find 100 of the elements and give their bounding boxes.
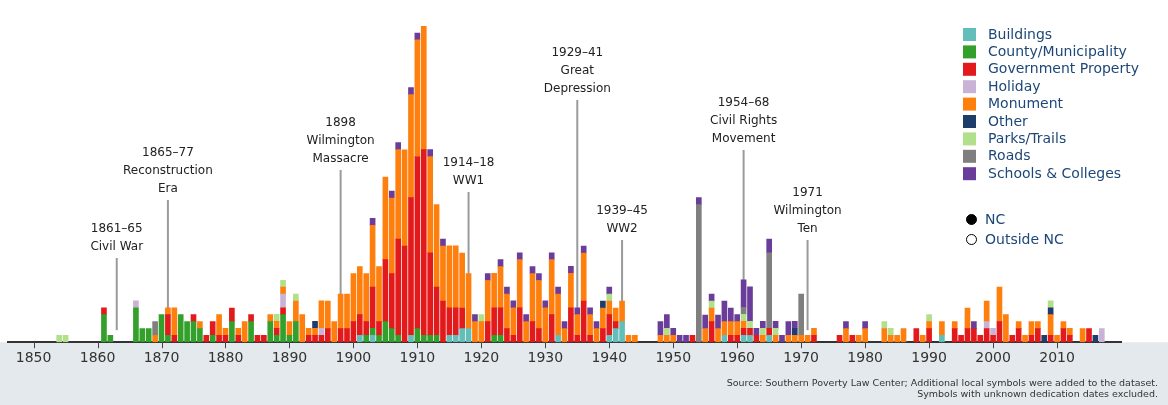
bar xyxy=(197,321,203,329)
bar xyxy=(926,328,932,343)
bar xyxy=(440,238,446,247)
bar xyxy=(791,327,798,336)
x-tick-label: 1950 xyxy=(655,349,692,366)
bar xyxy=(1022,334,1028,343)
ref-line-label: 1971 Wilmington Ten xyxy=(773,185,842,235)
legend-label: Parks/Trails xyxy=(988,130,1067,147)
bar xyxy=(913,328,920,343)
bar xyxy=(568,272,574,309)
bar xyxy=(229,307,235,322)
bar xyxy=(779,334,785,343)
bar xyxy=(504,286,510,295)
legend-label: Schools & Colleges xyxy=(988,164,1122,181)
bar xyxy=(209,334,216,343)
bar xyxy=(887,327,894,336)
bar xyxy=(881,321,888,329)
x-tick-label: 1980 xyxy=(847,349,883,366)
annotation: NC xyxy=(985,211,1006,227)
bar xyxy=(766,334,773,343)
bar xyxy=(702,314,709,329)
bar xyxy=(280,293,286,309)
ref-line-label: 1914–18 WW1 xyxy=(442,155,495,187)
bar xyxy=(983,300,990,322)
x-tick-label: 1960 xyxy=(719,349,756,366)
bar xyxy=(670,327,677,336)
annotation: Outside NC xyxy=(985,231,1064,247)
ref-line-label: 1929–41 Great Depression xyxy=(543,45,611,95)
bar xyxy=(484,273,491,281)
x-tick-label: 2000 xyxy=(975,349,1011,366)
bar xyxy=(580,245,587,254)
legend-label: Holiday xyxy=(988,77,1041,94)
bar xyxy=(555,334,561,343)
bar xyxy=(587,307,593,316)
bar xyxy=(356,334,363,343)
bar xyxy=(766,252,773,329)
legend-label: Monument xyxy=(988,95,1064,112)
x-tick-label: 1930 xyxy=(527,349,564,366)
bar xyxy=(580,252,587,302)
bar xyxy=(1086,328,1092,343)
bar xyxy=(1054,334,1060,343)
bar xyxy=(568,265,574,274)
ref-line-label: 1865–77 Reconstruction Era xyxy=(123,145,213,195)
bar xyxy=(983,321,990,329)
bar xyxy=(843,321,849,329)
bar xyxy=(811,334,817,343)
bar xyxy=(1041,334,1048,343)
bar xyxy=(747,321,753,329)
bar xyxy=(926,314,932,322)
ref-line-label: 1939–45 WW2 xyxy=(596,203,648,235)
bar xyxy=(696,204,702,343)
bar xyxy=(363,334,370,343)
bar xyxy=(606,286,613,295)
bar xyxy=(408,334,414,343)
bar xyxy=(600,300,606,309)
x-tick-label: 1940 xyxy=(591,349,628,366)
bar xyxy=(926,321,932,329)
bar xyxy=(696,197,702,205)
bar xyxy=(798,293,804,336)
bar xyxy=(523,314,529,322)
bar xyxy=(472,314,478,322)
bar xyxy=(811,327,817,336)
bar xyxy=(971,321,977,329)
x-tick-label: 1970 xyxy=(783,349,819,366)
bar xyxy=(165,314,171,336)
bar xyxy=(133,300,139,309)
ref-line-label: 1954–68 Civil Rights Movement xyxy=(710,95,778,145)
x-tick-label: 1860 xyxy=(79,349,116,366)
bar xyxy=(606,293,613,302)
bar xyxy=(1098,328,1105,343)
ref-line-label: 1861–65 Civil War xyxy=(90,221,144,253)
bar xyxy=(862,321,868,329)
x-tick-label: 1900 xyxy=(335,349,372,366)
bar xyxy=(516,252,523,260)
bar xyxy=(843,328,849,343)
bar xyxy=(280,286,286,295)
bar xyxy=(248,321,254,343)
bar xyxy=(293,293,299,302)
bar xyxy=(248,314,254,322)
bar xyxy=(759,321,766,329)
bar xyxy=(548,314,555,343)
bar xyxy=(523,321,529,343)
x-tick-label: 1880 xyxy=(207,349,244,366)
bar xyxy=(555,286,561,295)
bar xyxy=(766,327,773,336)
bar xyxy=(702,328,709,343)
bar xyxy=(536,273,542,281)
x-tick-label: 1920 xyxy=(463,349,500,366)
bar xyxy=(510,300,517,309)
bar xyxy=(664,327,670,336)
bar xyxy=(152,321,158,336)
legend-label: Roads xyxy=(988,147,1031,164)
bar xyxy=(1067,327,1073,336)
source-note: Source: Southern Poverty Law Center; Additional local symbols were added to the dataset. xyxy=(726,377,1158,388)
bar xyxy=(990,327,996,336)
bar xyxy=(209,321,216,336)
bar xyxy=(152,334,158,343)
x-tick-label: 2010 xyxy=(1039,349,1075,366)
bar xyxy=(919,334,926,343)
x-tick-label: 1870 xyxy=(143,349,180,366)
